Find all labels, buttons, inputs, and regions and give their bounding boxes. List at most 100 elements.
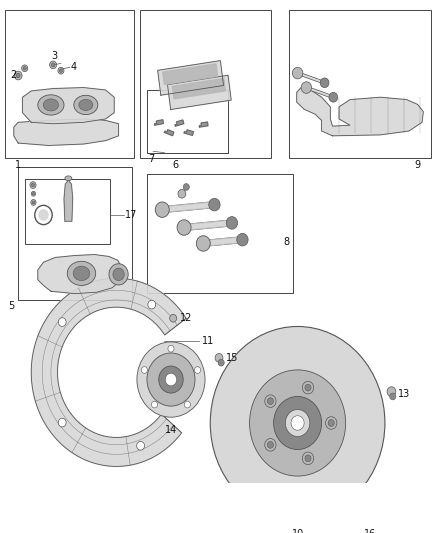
Circle shape bbox=[159, 366, 183, 393]
Circle shape bbox=[325, 417, 337, 429]
Polygon shape bbox=[184, 130, 194, 135]
Polygon shape bbox=[363, 508, 376, 526]
Circle shape bbox=[32, 192, 35, 195]
Circle shape bbox=[137, 441, 145, 450]
Circle shape bbox=[267, 441, 273, 448]
Text: 6: 6 bbox=[172, 160, 178, 170]
Circle shape bbox=[390, 393, 396, 400]
Text: 7: 7 bbox=[148, 154, 154, 164]
Bar bbox=[289, 10, 431, 158]
Polygon shape bbox=[158, 61, 223, 95]
Text: 14: 14 bbox=[165, 425, 177, 435]
Bar bbox=[25, 179, 110, 245]
Circle shape bbox=[265, 439, 276, 451]
Circle shape bbox=[16, 74, 20, 78]
Circle shape bbox=[177, 220, 191, 235]
Circle shape bbox=[250, 370, 346, 476]
Text: 8: 8 bbox=[284, 237, 290, 247]
Circle shape bbox=[387, 387, 396, 397]
Text: 17: 17 bbox=[125, 211, 138, 221]
Polygon shape bbox=[164, 130, 174, 136]
Circle shape bbox=[109, 264, 128, 285]
Bar bbox=[147, 90, 228, 153]
Polygon shape bbox=[14, 119, 119, 146]
Circle shape bbox=[265, 395, 276, 407]
Text: 4: 4 bbox=[71, 62, 77, 72]
Text: 10: 10 bbox=[291, 529, 304, 533]
Polygon shape bbox=[31, 278, 186, 466]
Polygon shape bbox=[162, 64, 218, 85]
Bar bbox=[147, 174, 293, 293]
Circle shape bbox=[31, 199, 36, 205]
Circle shape bbox=[237, 233, 248, 246]
Circle shape bbox=[58, 67, 64, 74]
Circle shape bbox=[286, 409, 310, 437]
Ellipse shape bbox=[43, 99, 59, 111]
Circle shape bbox=[21, 65, 28, 71]
Circle shape bbox=[218, 359, 224, 366]
Circle shape bbox=[58, 318, 66, 326]
Circle shape bbox=[141, 367, 148, 374]
Circle shape bbox=[148, 300, 155, 309]
Circle shape bbox=[30, 182, 36, 189]
Circle shape bbox=[274, 397, 321, 449]
Bar bbox=[5, 10, 134, 158]
Circle shape bbox=[31, 191, 35, 196]
Circle shape bbox=[302, 382, 314, 394]
Text: 2: 2 bbox=[11, 69, 17, 79]
Circle shape bbox=[209, 198, 220, 211]
Circle shape bbox=[292, 67, 303, 79]
Ellipse shape bbox=[38, 95, 64, 115]
Text: 3: 3 bbox=[51, 51, 57, 61]
Polygon shape bbox=[22, 87, 114, 124]
Circle shape bbox=[137, 342, 205, 417]
Text: 15: 15 bbox=[226, 353, 238, 363]
Ellipse shape bbox=[65, 176, 72, 181]
Polygon shape bbox=[297, 87, 424, 136]
Circle shape bbox=[215, 353, 223, 362]
Circle shape bbox=[32, 201, 35, 204]
Polygon shape bbox=[199, 122, 208, 127]
Ellipse shape bbox=[74, 95, 98, 115]
Circle shape bbox=[301, 82, 311, 93]
Circle shape bbox=[51, 63, 55, 67]
Circle shape bbox=[60, 69, 63, 72]
Circle shape bbox=[302, 452, 314, 465]
Circle shape bbox=[329, 92, 338, 102]
Bar bbox=[18, 167, 132, 300]
Circle shape bbox=[49, 61, 57, 69]
Circle shape bbox=[155, 202, 169, 217]
Circle shape bbox=[147, 353, 195, 406]
Circle shape bbox=[184, 401, 191, 408]
Circle shape bbox=[291, 416, 304, 430]
Circle shape bbox=[113, 268, 124, 280]
Text: 13: 13 bbox=[398, 389, 410, 399]
Circle shape bbox=[58, 418, 66, 427]
Polygon shape bbox=[155, 120, 163, 125]
Polygon shape bbox=[175, 120, 184, 126]
Ellipse shape bbox=[73, 266, 90, 280]
Circle shape bbox=[14, 71, 22, 80]
Circle shape bbox=[328, 419, 334, 426]
Circle shape bbox=[32, 183, 35, 187]
Circle shape bbox=[366, 513, 374, 521]
Polygon shape bbox=[64, 180, 73, 221]
Circle shape bbox=[320, 78, 329, 87]
Text: 12: 12 bbox=[180, 313, 192, 323]
Text: 9: 9 bbox=[415, 160, 421, 170]
Circle shape bbox=[210, 327, 385, 520]
Text: 16: 16 bbox=[364, 529, 376, 533]
Ellipse shape bbox=[67, 261, 95, 286]
Circle shape bbox=[226, 216, 237, 229]
Text: 5: 5 bbox=[8, 301, 15, 311]
Circle shape bbox=[305, 384, 311, 391]
Bar bbox=[141, 10, 272, 158]
Circle shape bbox=[178, 189, 186, 198]
Circle shape bbox=[267, 398, 273, 405]
Text: 11: 11 bbox=[201, 336, 214, 346]
Circle shape bbox=[183, 183, 189, 190]
Ellipse shape bbox=[79, 99, 93, 110]
Circle shape bbox=[194, 367, 201, 374]
Circle shape bbox=[305, 455, 311, 462]
Circle shape bbox=[168, 345, 174, 352]
